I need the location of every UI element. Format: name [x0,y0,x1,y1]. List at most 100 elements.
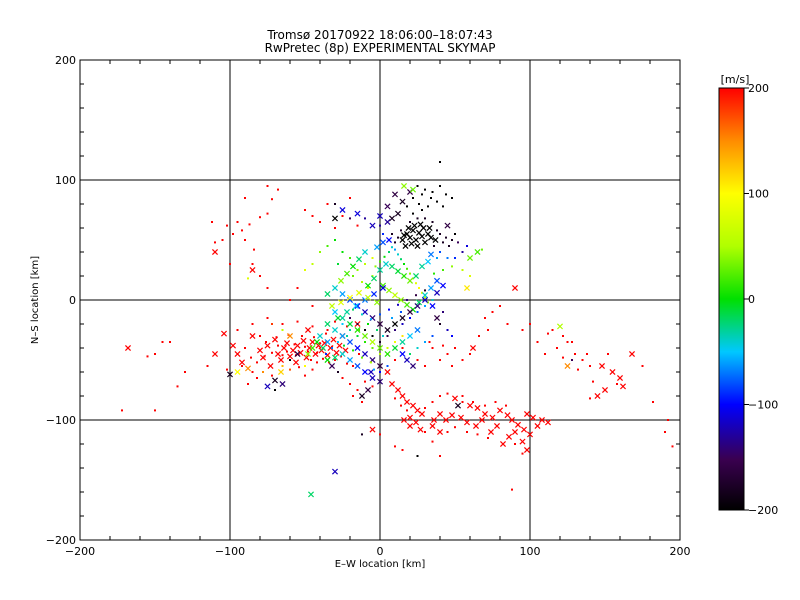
point-dot-marker [469,275,471,277]
point-x-marker [334,314,342,322]
point-x-marker [472,422,480,430]
point-dot-marker [221,239,224,241]
point-dot-marker [271,323,273,325]
point-dot-marker [275,336,278,339]
point-x-marker [399,236,406,244]
point-x-marker [391,292,399,299]
point-dot-marker [356,323,359,325]
point-dot-marker [416,217,419,220]
colorbar-ticks: 200 100 0 −100 −200 [744,82,778,517]
point-x-marker [538,416,546,424]
point-dot-marker [461,251,464,253]
point-x-marker [594,392,601,400]
point-dot-marker [364,341,366,343]
point-x-marker [354,362,361,370]
point-x-marker [355,256,363,263]
point-x-marker [397,296,405,304]
point-dot-marker [226,368,228,371]
point-x-marker [304,326,312,334]
point-x-marker [385,236,393,244]
point-x-marker [376,344,384,352]
point-dot-marker [364,263,366,265]
point-x-marker [376,266,384,274]
point-dot-marker [379,371,381,373]
point-x-marker [399,314,406,322]
point-x-marker [426,224,433,232]
point-dot-marker [431,347,434,349]
point-dot-marker [409,353,411,355]
point-dot-marker [445,193,447,196]
point-dot-marker [514,443,516,445]
point-dot-marker [271,198,273,201]
point-dot-marker [229,263,231,265]
point-dot-marker [461,395,464,397]
point-dot-marker [412,277,414,280]
point-dot-marker [184,371,186,373]
point-x-marker [286,353,294,360]
point-dot-marker [442,269,444,271]
point-x-marker [279,380,286,388]
point-x-marker [124,344,132,352]
point-dot-marker [364,380,366,383]
y-axis: 200 100 0 −100 −200 [46,54,680,547]
point-x-marker [409,227,417,234]
point-dot-marker [442,241,444,244]
point-x-marker [529,414,537,421]
point-dot-marker [334,203,336,205]
point-dot-marker [331,347,333,349]
point-x-marker [421,239,429,246]
x-axis-label: E–W location [km] [335,559,426,570]
point-x-marker [330,336,337,343]
point-dot-marker [266,287,269,289]
point-dot-marker [439,185,441,187]
point-dot-marker [439,359,441,361]
point-x-marker [400,182,408,190]
point-dot-marker [397,303,399,306]
point-dot-marker [484,404,486,407]
point-dot-marker [247,277,249,280]
x-axis: −200 −100 0 100 200 [65,60,691,558]
point-dot-marker [491,311,494,313]
point-dot-marker [478,335,480,337]
point-dot-marker [383,255,386,258]
point-x-marker [364,386,372,394]
point-x-marker [376,212,384,220]
point-x-marker [361,308,369,316]
point-dot-marker [406,409,408,412]
x-tick-label: 0 [377,545,384,558]
point-dot-marker [379,433,381,436]
point-x-marker [292,359,300,366]
point-x-marker [391,320,399,328]
point-x-marker [249,266,256,274]
point-dot-marker [454,257,456,259]
point-dot-marker [328,361,330,364]
point-dot-marker [301,335,303,337]
point-dot-marker [409,221,411,223]
colorbar-tick-label: 200 [748,82,769,95]
point-x-marker [226,371,234,378]
point-dot-marker [521,452,524,455]
point-x-marker [211,350,219,358]
point-x-marker [514,421,522,428]
point-dot-marker [214,241,216,244]
point-dot-marker [394,241,396,244]
point-x-marker [370,290,378,298]
point-dot-marker [400,311,402,313]
point-x-marker [430,416,438,424]
point-dot-marker [352,308,354,311]
point-x-marker [408,240,415,247]
point-x-marker [361,368,369,376]
point-dot-marker [586,353,588,355]
point-dot-marker [250,356,252,359]
point-dot-marker [241,365,243,367]
point-dot-marker [364,329,366,331]
point-x-marker [436,410,444,418]
point-x-marker [211,248,219,256]
point-dot-marker [416,185,419,187]
point-x-marker [384,326,391,334]
point-dot-marker [461,401,464,403]
point-dot-marker [281,323,284,325]
point-x-marker [409,362,417,370]
point-dot-marker [416,347,419,349]
point-dot-marker [349,217,351,220]
